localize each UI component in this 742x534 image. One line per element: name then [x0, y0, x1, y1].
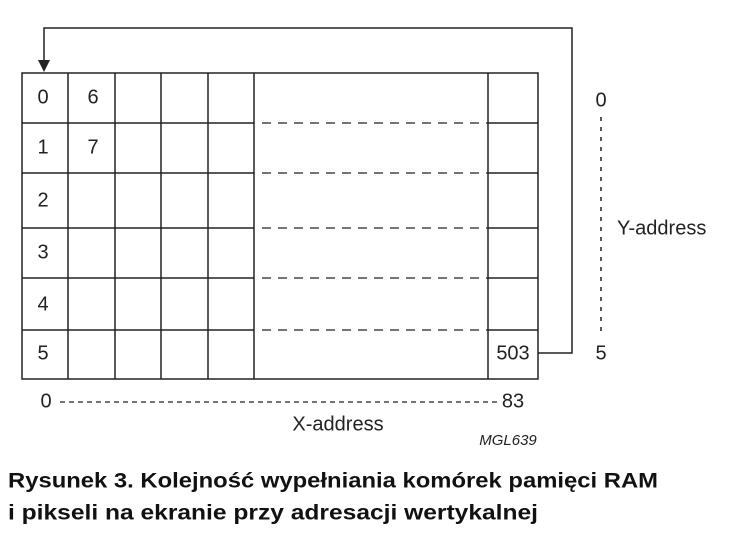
scan-arrow — [43, 27, 573, 354]
x-label: X-address — [292, 413, 383, 435]
y-label: Y-address — [617, 217, 706, 239]
x-end: 83 — [502, 390, 524, 412]
row-label: 4 — [37, 293, 48, 315]
row-label: 1 — [37, 136, 48, 158]
cell: 6 — [87, 86, 98, 108]
figure-code: MGL639 — [479, 432, 537, 449]
cell: 7 — [87, 136, 98, 158]
grid-border — [21, 72, 539, 380]
arrow-head — [38, 60, 50, 72]
caption: Rysunek 3. Kolejność wypełniania komórek… — [8, 470, 658, 493]
dashed-rows — [262, 122, 488, 331]
row-label: 3 — [37, 241, 48, 263]
row-label: 5 — [37, 342, 48, 364]
row-label: 2 — [37, 189, 48, 211]
memory-grid — [21, 72, 539, 380]
y-start: 0 — [595, 89, 606, 111]
y-end: 5 — [595, 342, 606, 364]
row-label: 0 — [37, 86, 48, 108]
caption: i pikseli na ekranie przy adresacji wert… — [8, 502, 538, 525]
grid-rows — [22, 122, 538, 331]
cell: 503 — [496, 342, 529, 364]
x-start: 0 — [40, 390, 51, 412]
grid-columns — [67, 73, 489, 379]
